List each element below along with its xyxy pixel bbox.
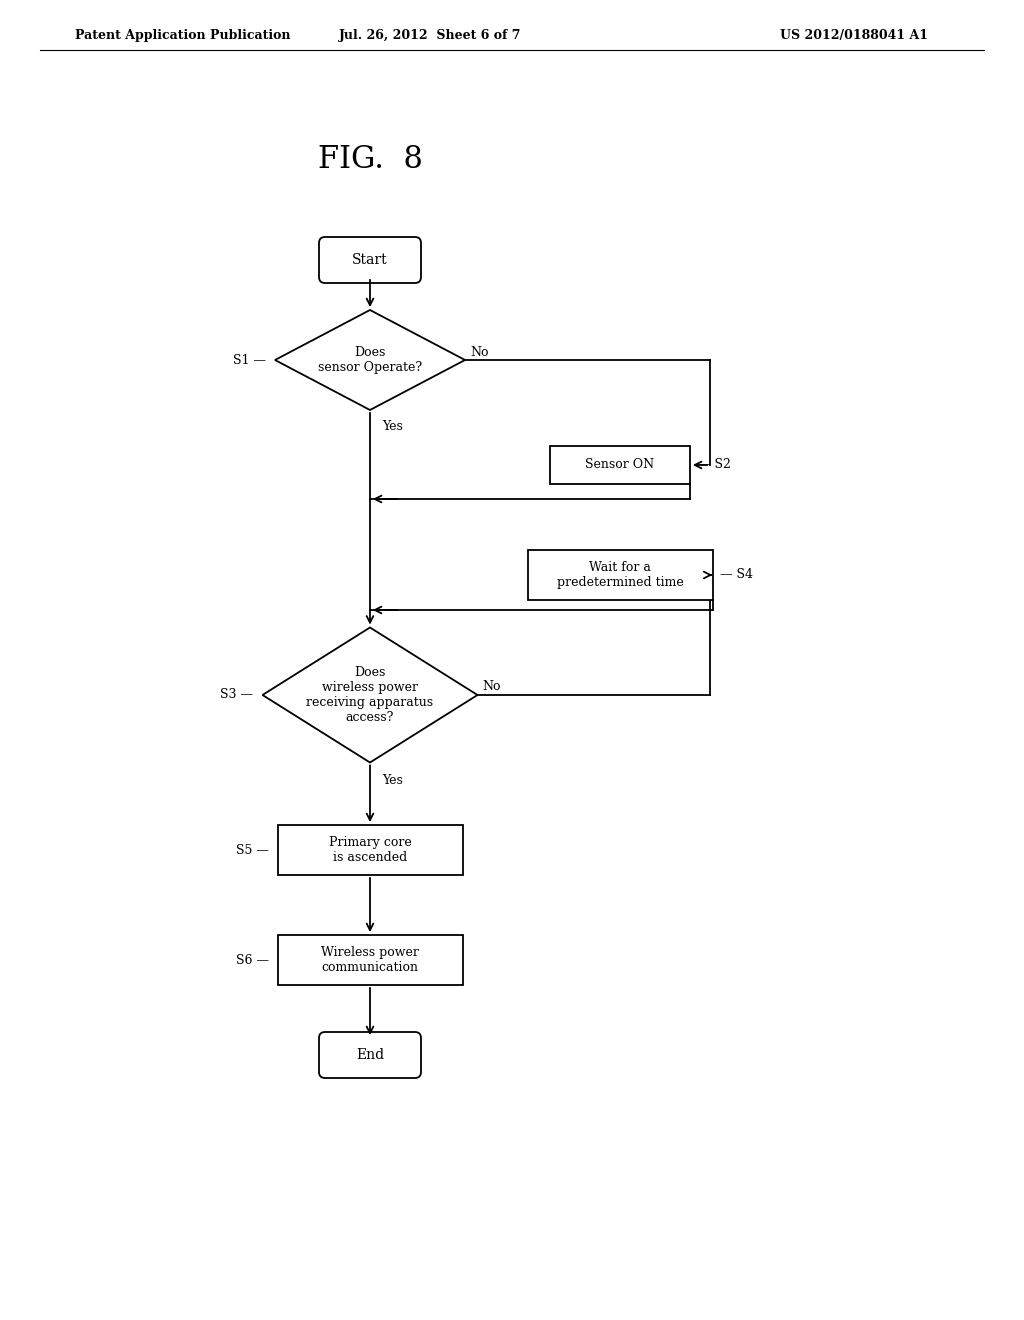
Text: Wait for a
predetermined time: Wait for a predetermined time bbox=[557, 561, 683, 589]
Text: Yes: Yes bbox=[382, 420, 402, 433]
Text: S1 —: S1 — bbox=[233, 354, 266, 367]
Text: Jul. 26, 2012  Sheet 6 of 7: Jul. 26, 2012 Sheet 6 of 7 bbox=[339, 29, 521, 41]
Bar bbox=[278, 825, 463, 875]
Bar bbox=[278, 935, 463, 985]
Text: FIG.  8: FIG. 8 bbox=[317, 144, 423, 176]
Text: — S4: — S4 bbox=[721, 569, 754, 582]
Text: Yes: Yes bbox=[382, 775, 402, 788]
Text: S3 —: S3 — bbox=[220, 689, 254, 701]
Text: US 2012/0188041 A1: US 2012/0188041 A1 bbox=[780, 29, 928, 41]
Text: — S2: — S2 bbox=[698, 458, 731, 471]
Text: Does
wireless power
receiving apparatus
access?: Does wireless power receiving apparatus … bbox=[306, 667, 433, 723]
Text: End: End bbox=[356, 1048, 384, 1063]
Bar bbox=[550, 446, 690, 484]
Bar bbox=[527, 550, 713, 601]
Text: S6 —: S6 — bbox=[236, 953, 268, 966]
FancyBboxPatch shape bbox=[319, 238, 421, 282]
Text: Primary core
is ascended: Primary core is ascended bbox=[329, 836, 412, 865]
Polygon shape bbox=[275, 310, 465, 411]
Text: Does
sensor Operate?: Does sensor Operate? bbox=[317, 346, 422, 374]
Text: Start: Start bbox=[352, 253, 388, 267]
Text: Sensor ON: Sensor ON bbox=[586, 458, 654, 471]
Text: Patent Application Publication: Patent Application Publication bbox=[75, 29, 291, 41]
Text: No: No bbox=[482, 681, 501, 693]
Polygon shape bbox=[262, 627, 477, 763]
Text: S5 —: S5 — bbox=[236, 843, 268, 857]
FancyBboxPatch shape bbox=[319, 1032, 421, 1078]
Text: Wireless power
communication: Wireless power communication bbox=[322, 946, 419, 974]
Text: No: No bbox=[470, 346, 488, 359]
